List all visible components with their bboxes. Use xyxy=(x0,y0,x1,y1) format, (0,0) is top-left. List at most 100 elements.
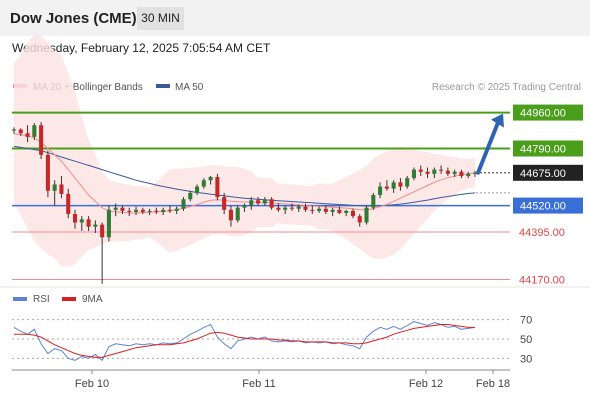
candle xyxy=(181,199,186,209)
candle xyxy=(269,199,274,208)
candle xyxy=(283,207,288,210)
level-label-44960: 44960.00 xyxy=(520,108,566,120)
candle xyxy=(39,125,44,155)
candle xyxy=(276,207,281,210)
rsi-legend-label: RSI xyxy=(33,294,50,305)
level-label-44790: 44790.00 xyxy=(520,144,566,156)
candle xyxy=(174,208,179,211)
candle xyxy=(133,209,139,212)
candle xyxy=(79,219,84,223)
level-box-44960 xyxy=(513,104,583,121)
ma50-line xyxy=(13,145,476,207)
candle xyxy=(398,182,403,187)
rsi-tick-label: 30 xyxy=(520,353,532,365)
candle xyxy=(411,169,417,179)
time-tick-label: Feb 10 xyxy=(75,378,109,390)
candle xyxy=(425,171,430,174)
rsi-panel: 70 50 30 xyxy=(12,315,532,365)
candle xyxy=(127,210,132,212)
ma9-line xyxy=(14,324,475,358)
candle xyxy=(52,184,57,191)
candle xyxy=(289,207,294,209)
candle xyxy=(25,133,30,137)
candle xyxy=(472,172,478,174)
candle xyxy=(32,125,37,137)
candle xyxy=(296,206,301,209)
candle xyxy=(208,177,213,181)
candle xyxy=(106,209,111,238)
candle xyxy=(418,169,423,172)
forecast-arrow xyxy=(476,120,500,175)
candle xyxy=(154,210,159,212)
time-tick-label: Feb 18 xyxy=(476,378,510,390)
ma50-legend-swatch xyxy=(156,84,170,88)
candle xyxy=(228,209,233,221)
candle xyxy=(337,209,342,213)
candle xyxy=(201,180,206,187)
price-panel: 44960.00 44790.00 44675.00 44520.00 44395.00… xyxy=(0,34,590,288)
level-box-44790 xyxy=(513,140,583,157)
rsi-tick-label: 50 xyxy=(520,334,532,346)
candle xyxy=(242,205,247,208)
candle xyxy=(405,178,410,187)
level-label-44170: 44170.00 xyxy=(519,275,565,287)
ma9-legend-swatch xyxy=(62,297,76,301)
candle xyxy=(357,216,362,223)
chart-datetime: Wednesday, February 12, 2025 7:05:54 AM … xyxy=(12,41,271,55)
candle xyxy=(161,209,166,212)
candle xyxy=(350,210,356,217)
level-label-44395: 44395.00 xyxy=(519,227,565,239)
candle xyxy=(222,197,227,210)
candle xyxy=(391,182,396,189)
candle xyxy=(439,169,444,171)
instrument-title: Dow Jones (CME) xyxy=(10,10,137,27)
candle xyxy=(59,184,64,194)
candle xyxy=(445,170,450,174)
ma20-legend-label: MA 20 + Bollinger Bands xyxy=(33,82,143,93)
candle xyxy=(310,209,315,211)
time-axis: Feb 10 Feb 11 Feb 12 Feb 18 xyxy=(12,369,510,390)
time-tick-label: Feb 12 xyxy=(409,378,443,390)
level-box-44675 xyxy=(513,164,583,181)
candle xyxy=(11,129,17,131)
level-box-44520 xyxy=(513,197,583,214)
candle xyxy=(466,173,471,176)
candle xyxy=(66,193,71,215)
level-label-44675: 44675.00 xyxy=(520,168,566,180)
candle xyxy=(364,207,369,223)
ma9-legend-label: 9MA xyxy=(82,294,103,305)
candle xyxy=(459,171,464,176)
ma20-line xyxy=(13,133,476,214)
rsi-tick-label: 70 xyxy=(520,315,532,327)
candle xyxy=(262,199,267,204)
time-tick-label: Feb 11 xyxy=(242,378,275,390)
candle xyxy=(432,169,437,174)
candle xyxy=(140,209,145,212)
candle xyxy=(235,207,240,221)
candle xyxy=(195,186,200,193)
rsi-line xyxy=(13,321,476,362)
candle xyxy=(100,224,105,238)
candle xyxy=(303,206,308,210)
candle xyxy=(249,200,254,206)
candle xyxy=(256,200,261,204)
candle xyxy=(120,207,125,211)
forecast-arrow-head xyxy=(491,113,504,128)
ma50-legend-label: MA 50 xyxy=(175,82,204,93)
candle xyxy=(378,186,383,195)
level-label-44520: 44520.00 xyxy=(520,201,566,213)
rsi-legend-swatch xyxy=(13,297,27,301)
candle xyxy=(188,192,193,200)
candle xyxy=(317,208,322,211)
candle xyxy=(86,219,91,227)
candle xyxy=(371,195,376,208)
candle xyxy=(113,207,118,210)
candle xyxy=(330,209,335,212)
candle xyxy=(147,210,152,212)
chart-header: Dow Jones (CME) 30 MIN xyxy=(0,0,590,36)
candle xyxy=(72,214,78,223)
candle xyxy=(323,208,328,212)
candle xyxy=(384,186,389,189)
timeframe-button[interactable]: 30 MIN xyxy=(137,7,184,30)
